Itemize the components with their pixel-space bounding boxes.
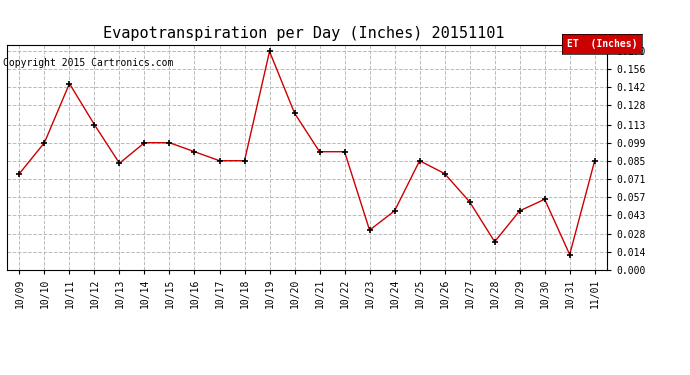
Text: ET  (Inches): ET (Inches): [566, 39, 638, 49]
Text: Copyright 2015 Cartronics.com: Copyright 2015 Cartronics.com: [3, 58, 174, 68]
Text: Evapotranspiration per Day (Inches) 20151101: Evapotranspiration per Day (Inches) 2015…: [103, 26, 504, 41]
